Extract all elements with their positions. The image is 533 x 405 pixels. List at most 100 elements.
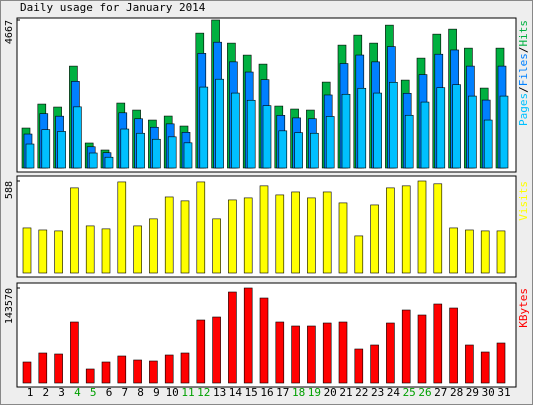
bar — [310, 132, 319, 169]
bar — [386, 187, 395, 274]
bar — [386, 322, 395, 384]
bar — [117, 355, 127, 384]
bar — [322, 191, 332, 274]
bar — [196, 319, 206, 384]
bar — [231, 92, 240, 169]
bar — [243, 197, 253, 274]
bar — [401, 185, 411, 274]
bar — [373, 92, 382, 169]
x-tick-label: 31 — [497, 386, 510, 399]
x-tick-label: 9 — [153, 386, 160, 399]
x-tick-label: 8 — [137, 386, 144, 399]
x-tick-label: 1 — [27, 386, 34, 399]
bar — [133, 225, 142, 274]
bar — [152, 138, 161, 169]
bar — [259, 297, 269, 384]
bar — [259, 185, 269, 274]
bar — [183, 142, 193, 169]
bar — [243, 287, 253, 384]
bar — [370, 344, 379, 384]
x-tick-label: 12 — [197, 386, 210, 399]
bar — [496, 230, 506, 274]
x-tick-label: 13 — [213, 386, 226, 399]
bar — [338, 202, 348, 274]
x-tick-label: 17 — [276, 386, 289, 399]
legend-entry: Visits — [517, 181, 530, 221]
x-tick-label: 23 — [371, 386, 384, 399]
bar — [38, 229, 48, 274]
bar — [354, 235, 364, 274]
x-tick-label: 4 — [74, 386, 81, 399]
bar — [212, 218, 221, 274]
bar — [149, 218, 158, 274]
bar — [417, 180, 427, 274]
bar — [133, 359, 142, 384]
bar — [433, 303, 443, 384]
bar — [246, 99, 256, 169]
bar — [88, 152, 98, 169]
bar — [196, 181, 206, 274]
bar — [389, 81, 398, 169]
bar — [25, 143, 35, 169]
legend-entry: Hits — [517, 20, 530, 47]
bar — [85, 225, 95, 274]
bar — [294, 132, 303, 169]
legend: Pages/Files/Hits — [517, 20, 530, 126]
bar — [341, 93, 351, 169]
x-tick-label: 18 — [292, 386, 305, 399]
legend-entry: KBytes — [517, 288, 530, 328]
bar — [322, 322, 332, 384]
legend: KBytes — [517, 288, 530, 328]
x-tick-label: 10 — [166, 386, 179, 399]
legend-separator: / — [517, 47, 530, 54]
x-tick-label: 24 — [387, 386, 401, 399]
bar — [275, 194, 285, 274]
bar — [54, 353, 63, 384]
x-tick-label: 2 — [42, 386, 49, 399]
bar — [101, 228, 111, 274]
bar — [180, 200, 190, 274]
x-tick-label: 28 — [450, 386, 463, 399]
bar — [291, 325, 300, 384]
bar — [22, 227, 32, 274]
bar — [465, 344, 474, 384]
bar — [499, 95, 509, 169]
bar — [401, 309, 411, 384]
bar — [228, 199, 237, 274]
x-tick-label: 20 — [324, 386, 337, 399]
legend-entry: Files — [517, 53, 530, 86]
x-tick-label: 27 — [434, 386, 447, 399]
bar — [307, 325, 316, 384]
legend: Visits — [517, 181, 530, 221]
bar — [275, 321, 285, 384]
bar — [101, 361, 111, 384]
bar — [70, 321, 79, 384]
bar — [468, 95, 477, 169]
bar — [262, 105, 272, 169]
bar — [420, 101, 430, 169]
bar — [136, 132, 145, 169]
bar — [149, 360, 158, 384]
bar — [452, 84, 461, 169]
legend-entry: Pages — [517, 93, 530, 126]
y-tick-label: 4667 — [4, 20, 15, 44]
bar — [54, 230, 63, 274]
bar — [338, 321, 348, 384]
x-tick-label: 21 — [339, 386, 352, 399]
bar — [104, 156, 114, 169]
bar — [215, 78, 224, 169]
x-tick-label: 19 — [308, 386, 321, 399]
x-tick-label: 11 — [181, 386, 194, 399]
x-tick-label: 3 — [58, 386, 65, 399]
bar — [417, 314, 427, 384]
x-tick-label: 30 — [482, 386, 495, 399]
bar — [449, 227, 458, 274]
x-tick-label: 26 — [418, 386, 431, 399]
bar — [228, 291, 237, 384]
x-tick-label: 15 — [245, 386, 258, 399]
x-tick-label: 7 — [121, 386, 128, 399]
bar — [180, 352, 190, 384]
x-tick-label: 29 — [466, 386, 479, 399]
bar — [120, 128, 130, 169]
